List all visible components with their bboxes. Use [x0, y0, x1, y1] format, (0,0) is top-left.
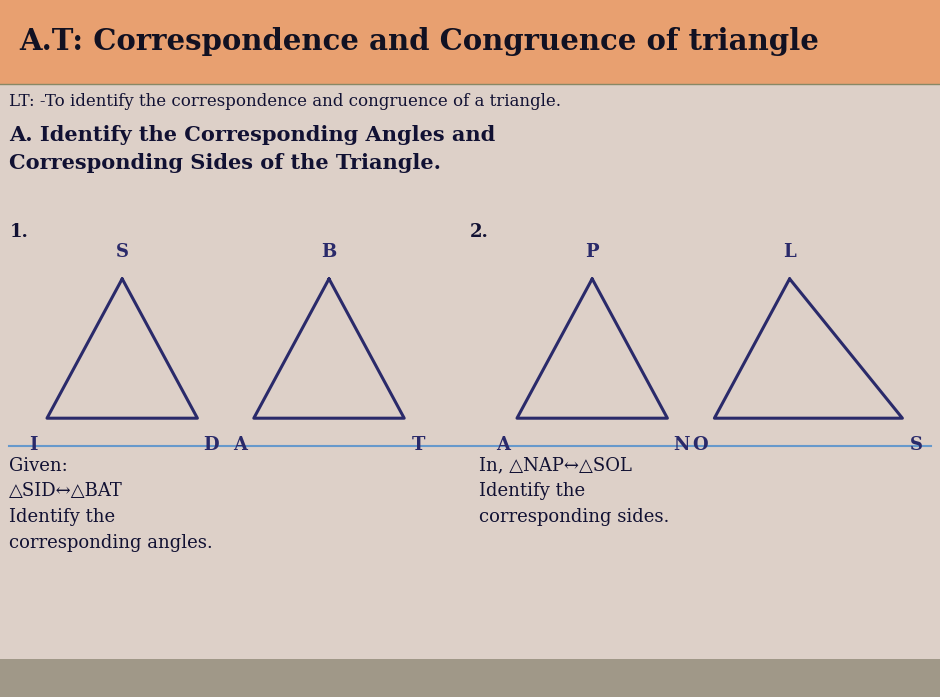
Text: P: P	[586, 243, 599, 261]
Text: B: B	[321, 243, 337, 261]
FancyBboxPatch shape	[0, 659, 940, 697]
Text: O: O	[693, 436, 708, 454]
Text: Given:
△SID↔△BAT
Identify the
corresponding angles.: Given: △SID↔△BAT Identify the correspond…	[9, 457, 213, 551]
Text: N: N	[673, 436, 690, 454]
Text: A. Identify the Corresponding Angles and
Corresponding Sides of the Triangle.: A. Identify the Corresponding Angles and…	[9, 125, 495, 174]
Text: A.T: Correspondence and Congruence of triangle: A.T: Correspondence and Congruence of tr…	[19, 27, 819, 56]
FancyBboxPatch shape	[0, 0, 940, 84]
Text: 1.: 1.	[9, 223, 28, 241]
Text: D: D	[204, 436, 219, 454]
Text: T: T	[412, 436, 425, 454]
Text: In, △NAP↔△SOL
Identify the
corresponding sides.: In, △NAP↔△SOL Identify the corresponding…	[479, 457, 670, 526]
Text: 2.: 2.	[470, 223, 489, 241]
Text: A: A	[233, 436, 246, 454]
Text: LT: -To identify the correspondence and congruence of a triangle.: LT: -To identify the correspondence and …	[9, 93, 561, 109]
Text: L: L	[783, 243, 796, 261]
Text: A: A	[496, 436, 509, 454]
Text: S: S	[116, 243, 129, 261]
Text: I: I	[28, 436, 38, 454]
Text: S: S	[910, 436, 923, 454]
